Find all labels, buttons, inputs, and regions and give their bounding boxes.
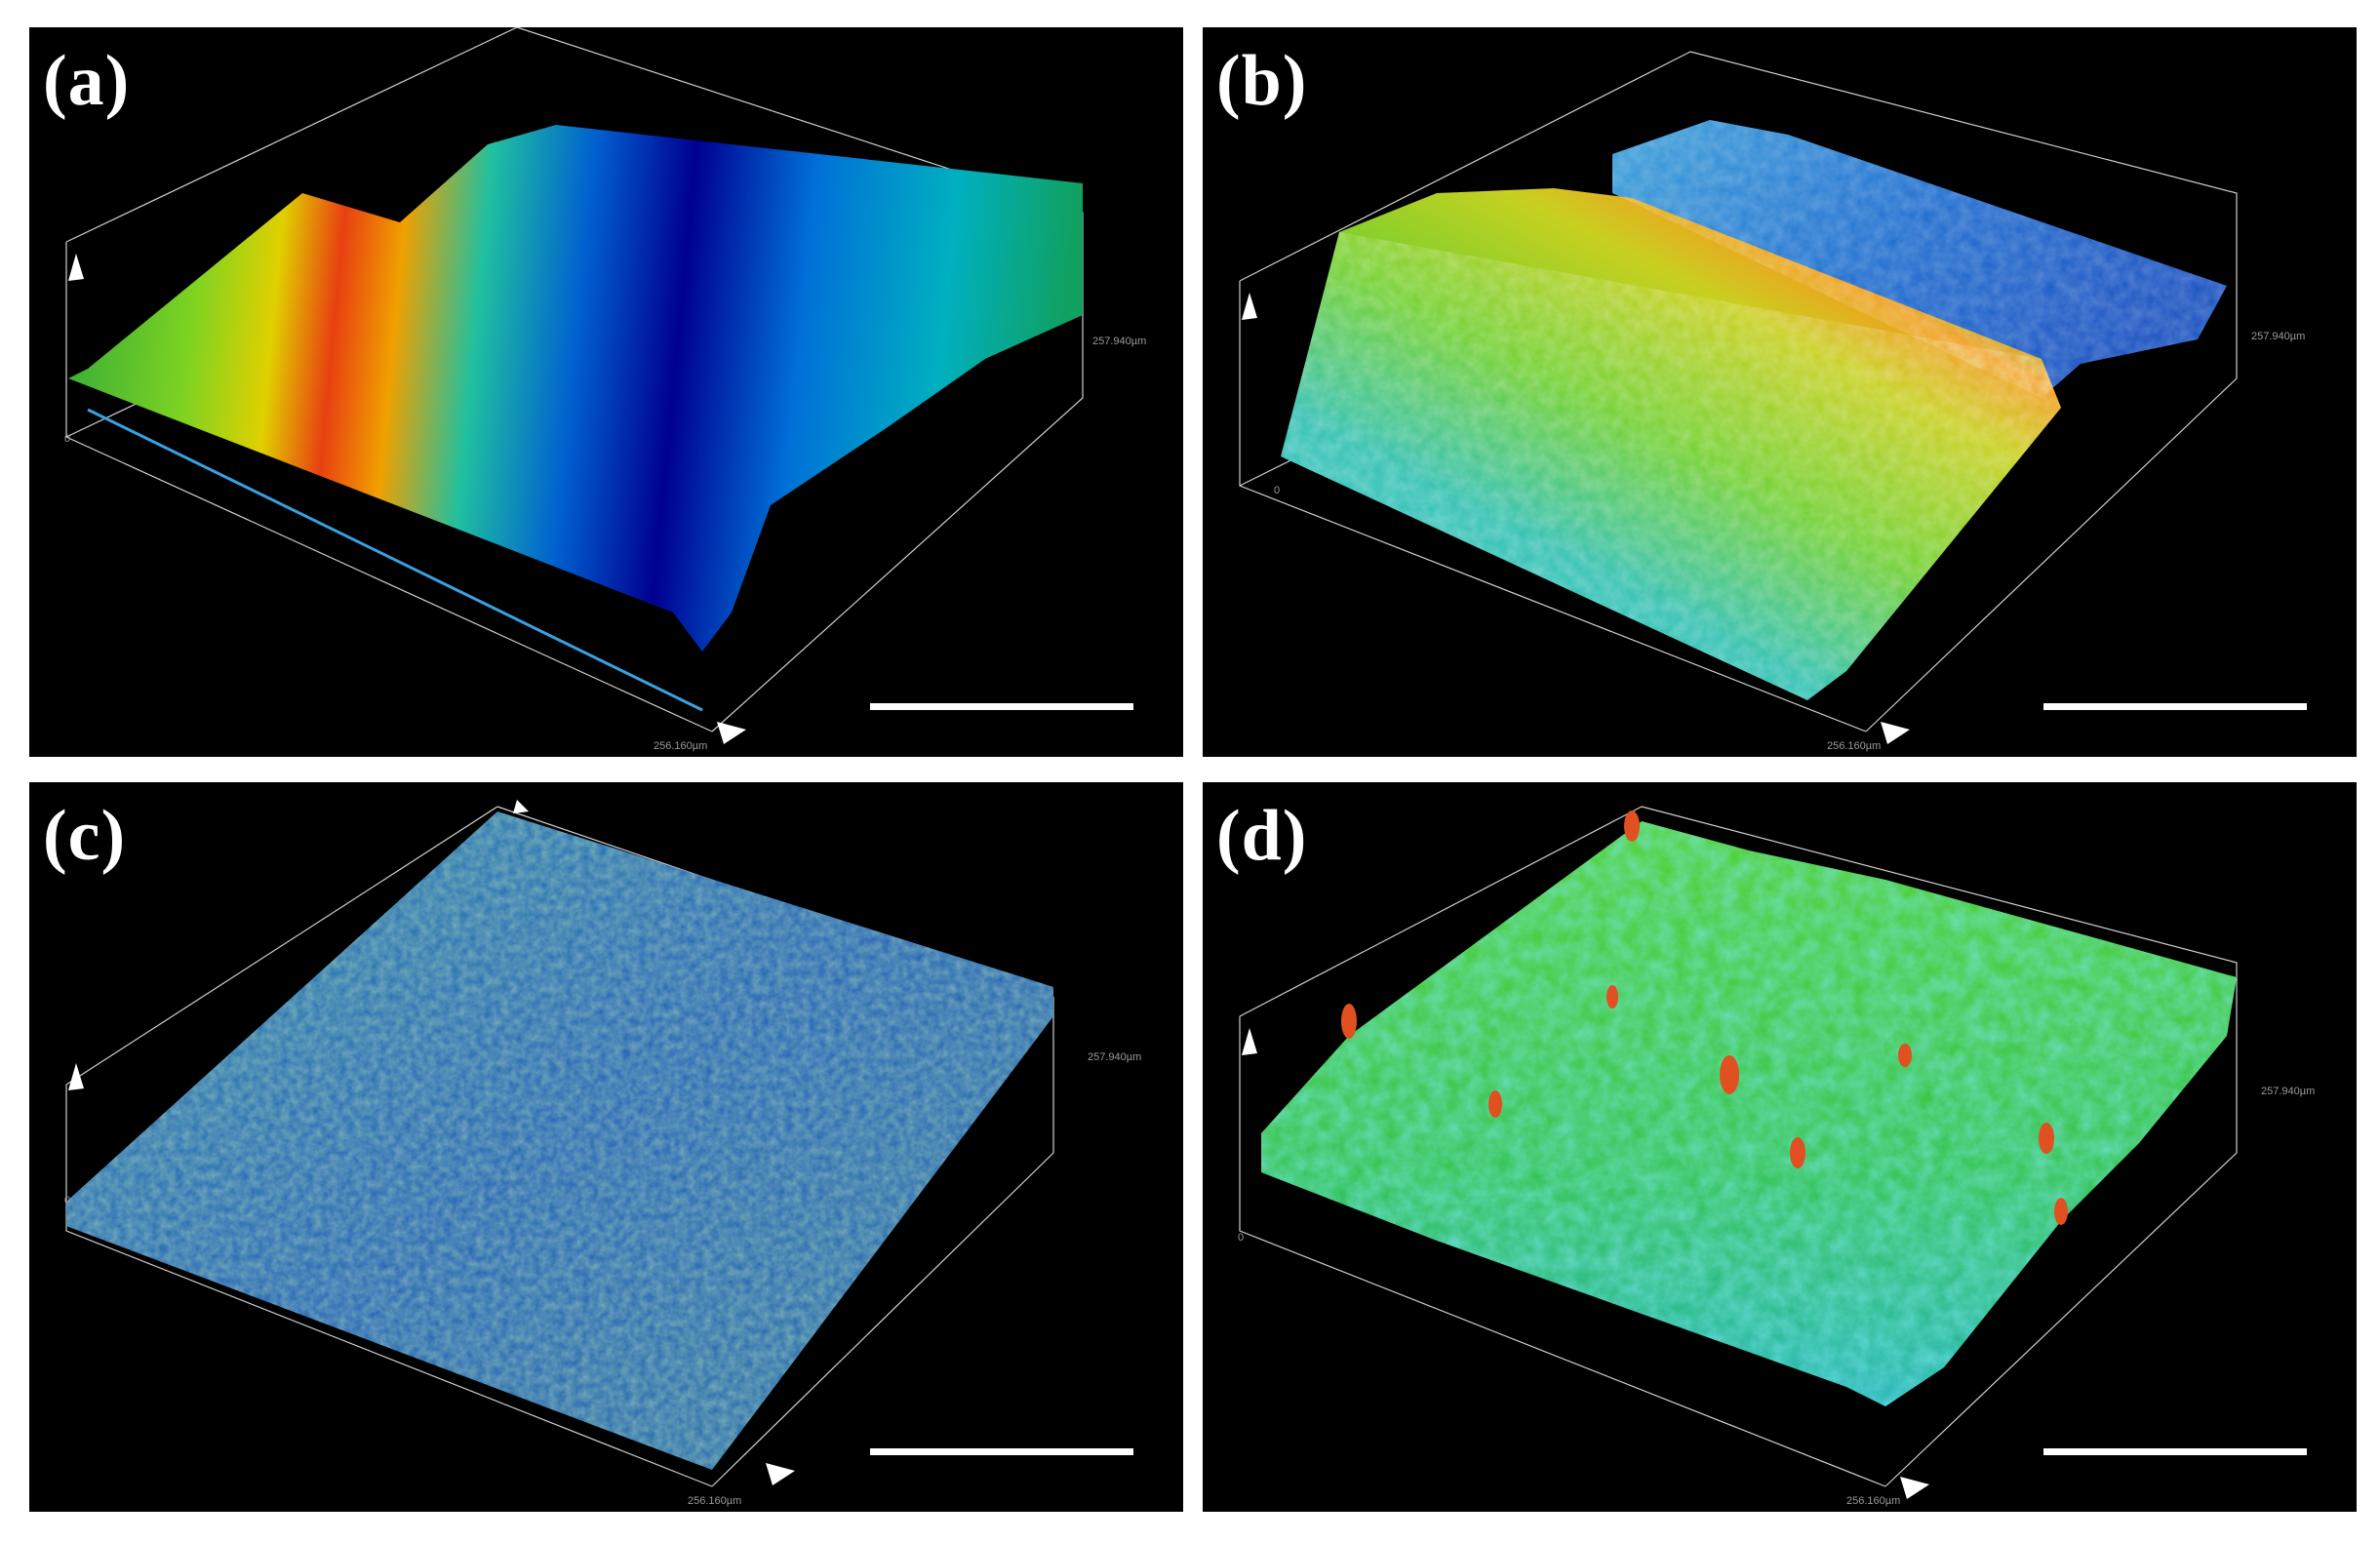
scale-bar (870, 1448, 1133, 1455)
panel-label: (a) (43, 41, 131, 121)
axis-arrow-icon (68, 254, 84, 281)
scale-bar (2043, 703, 2307, 710)
surface-peaks (1341, 811, 2068, 1225)
axis-arrow-icon (513, 800, 529, 813)
axis-x-label: 256.160µm (1827, 740, 1881, 752)
axis-zero-label: 0 (1274, 485, 1280, 496)
axis-arrow-icon (1900, 1477, 1929, 1499)
axis-arrow-icon (766, 1463, 795, 1485)
axis-y-label: 257.940µm (1088, 1051, 1141, 1063)
panel-label: (d) (1216, 796, 1308, 876)
axis-arrow-icon (717, 722, 746, 744)
axis-zero-label: 0 (64, 433, 70, 445)
surface-plot-c: 0 257.940µm 256.160µm (64, 800, 1141, 1507)
axis-arrow-icon (1242, 1028, 1257, 1055)
axis-x-label: 256.160µm (654, 740, 707, 752)
panel-a: 0 257.940µm 256.160µm (a) (29, 27, 1183, 757)
axis-y-label: 257.940µm (1092, 336, 1146, 347)
bounding-box-d (1239, 806, 2238, 1487)
panel-label: (c) (43, 796, 127, 876)
axis-y-label: 257.940µm (2251, 331, 2305, 342)
panel-b: 0 257.940µm 256.160µm (b) (1203, 27, 2357, 757)
surface-plot-a: 0 257.940µm 256.160µm (64, 27, 1146, 752)
axis-zero-label: 0 (1238, 1232, 1244, 1244)
scale-bar (870, 703, 1133, 710)
panel-label: (b) (1216, 41, 1308, 121)
axis-zero-label: 0 (64, 1195, 70, 1206)
axis-x-label: 256.160µm (688, 1495, 741, 1507)
scale-bar (2043, 1448, 2307, 1455)
panel-c: 0 257.940µm 256.160µm (c) (29, 782, 1183, 1512)
surface-a (68, 125, 1083, 652)
axis-arrow-icon (1881, 722, 1910, 744)
surface-plot-b: 0 257.940µm 256.160µm (1239, 51, 2305, 752)
axis-y-label: 257.940µm (2261, 1086, 2315, 1097)
axis-x-label: 256.160µm (1846, 1495, 1900, 1507)
surface-plot-d: 0 257.940µm 256.160µm (1238, 806, 2315, 1507)
axis-arrow-icon (1242, 293, 1257, 320)
axis-line-a (87, 408, 703, 712)
axis-arrow-icon (68, 1063, 84, 1090)
panel-d: 0 257.940µm 256.160µm (d) (1203, 782, 2357, 1512)
